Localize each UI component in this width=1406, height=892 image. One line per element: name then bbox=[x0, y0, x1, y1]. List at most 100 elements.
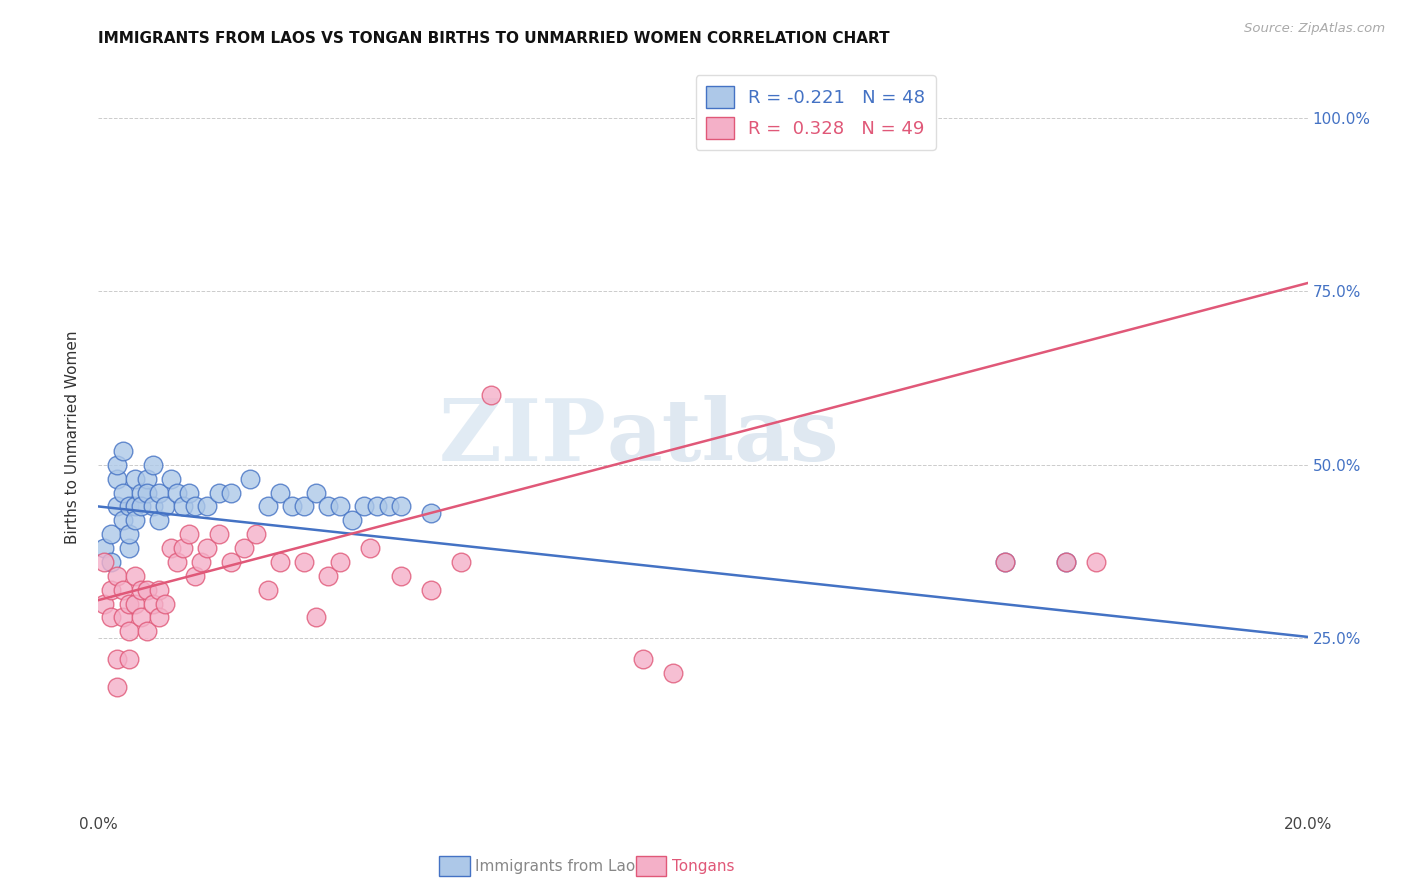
Point bbox=[184, 569, 207, 583]
Point bbox=[166, 485, 188, 500]
Point bbox=[129, 582, 152, 597]
Point bbox=[195, 500, 218, 514]
Point bbox=[124, 472, 146, 486]
Point bbox=[118, 624, 141, 639]
Point bbox=[111, 582, 134, 597]
Point bbox=[135, 582, 157, 597]
Text: ZIP: ZIP bbox=[439, 395, 606, 479]
Text: IMMIGRANTS FROM LAOS VS TONGAN BIRTHS TO UNMARRIED WOMEN CORRELATION CHART: IMMIGRANTS FROM LAOS VS TONGAN BIRTHS TO… bbox=[98, 31, 890, 46]
Point bbox=[195, 541, 218, 555]
Text: atlas: atlas bbox=[606, 395, 839, 479]
Text: Immigrants from Laos: Immigrants from Laos bbox=[475, 859, 644, 873]
Point bbox=[994, 555, 1017, 569]
Point bbox=[292, 555, 315, 569]
Point bbox=[142, 458, 165, 472]
Point bbox=[105, 500, 128, 514]
Point bbox=[481, 388, 503, 402]
Point bbox=[105, 652, 128, 666]
Point bbox=[1054, 555, 1077, 569]
Point bbox=[111, 444, 134, 458]
Point bbox=[281, 500, 304, 514]
Point bbox=[118, 652, 141, 666]
Point bbox=[124, 597, 146, 611]
Point bbox=[190, 555, 212, 569]
Point bbox=[105, 569, 128, 583]
Point bbox=[124, 569, 146, 583]
Point bbox=[135, 472, 157, 486]
Point bbox=[111, 610, 134, 624]
Text: Tongans: Tongans bbox=[672, 859, 734, 873]
Point bbox=[420, 582, 443, 597]
Point bbox=[105, 472, 128, 486]
Point bbox=[366, 500, 388, 514]
Point bbox=[256, 582, 278, 597]
Point bbox=[105, 458, 128, 472]
Point bbox=[631, 652, 654, 666]
Y-axis label: Births to Unmarried Women: Births to Unmarried Women bbox=[65, 330, 80, 544]
Point bbox=[118, 527, 141, 541]
Point bbox=[129, 485, 152, 500]
Point bbox=[269, 485, 291, 500]
Point bbox=[166, 555, 188, 569]
Point bbox=[342, 513, 364, 527]
Point bbox=[292, 500, 315, 514]
Point bbox=[172, 541, 194, 555]
Point bbox=[316, 500, 339, 514]
Point bbox=[329, 555, 352, 569]
Point bbox=[179, 527, 201, 541]
Point bbox=[118, 597, 141, 611]
Point bbox=[305, 610, 328, 624]
Point bbox=[129, 610, 152, 624]
Point bbox=[100, 555, 122, 569]
Point bbox=[221, 555, 243, 569]
Point bbox=[148, 582, 170, 597]
Point bbox=[124, 513, 146, 527]
Point bbox=[208, 527, 231, 541]
Point bbox=[389, 569, 412, 583]
Point bbox=[148, 513, 170, 527]
Point bbox=[661, 665, 683, 680]
Point bbox=[153, 500, 176, 514]
Point bbox=[105, 680, 128, 694]
Point bbox=[148, 485, 170, 500]
Text: Source: ZipAtlas.com: Source: ZipAtlas.com bbox=[1244, 22, 1385, 36]
Point bbox=[360, 541, 382, 555]
Point bbox=[172, 500, 194, 514]
Point bbox=[142, 597, 165, 611]
Point bbox=[129, 500, 152, 514]
Point bbox=[184, 500, 207, 514]
Point bbox=[142, 500, 165, 514]
Point bbox=[269, 555, 291, 569]
Point bbox=[389, 500, 412, 514]
Point bbox=[305, 485, 328, 500]
Point bbox=[135, 624, 157, 639]
Point bbox=[100, 527, 122, 541]
Point bbox=[148, 610, 170, 624]
Point bbox=[100, 610, 122, 624]
Point bbox=[179, 485, 201, 500]
Point bbox=[208, 485, 231, 500]
Point bbox=[124, 500, 146, 514]
Point bbox=[239, 472, 262, 486]
Point bbox=[118, 541, 141, 555]
Point bbox=[316, 569, 339, 583]
Point bbox=[221, 485, 243, 500]
Point bbox=[256, 500, 278, 514]
Point bbox=[994, 555, 1017, 569]
Point bbox=[1085, 555, 1108, 569]
Point bbox=[245, 527, 267, 541]
Point bbox=[232, 541, 254, 555]
Point bbox=[135, 485, 157, 500]
Legend: R = -0.221   N = 48, R =  0.328   N = 49: R = -0.221 N = 48, R = 0.328 N = 49 bbox=[696, 75, 936, 150]
Point bbox=[111, 513, 134, 527]
Point bbox=[118, 500, 141, 514]
Point bbox=[160, 541, 183, 555]
Point bbox=[1054, 555, 1077, 569]
Point bbox=[111, 485, 134, 500]
Point bbox=[377, 500, 399, 514]
Point bbox=[353, 500, 375, 514]
Point bbox=[93, 555, 115, 569]
Point bbox=[450, 555, 472, 569]
Point bbox=[153, 597, 176, 611]
Point bbox=[93, 597, 115, 611]
